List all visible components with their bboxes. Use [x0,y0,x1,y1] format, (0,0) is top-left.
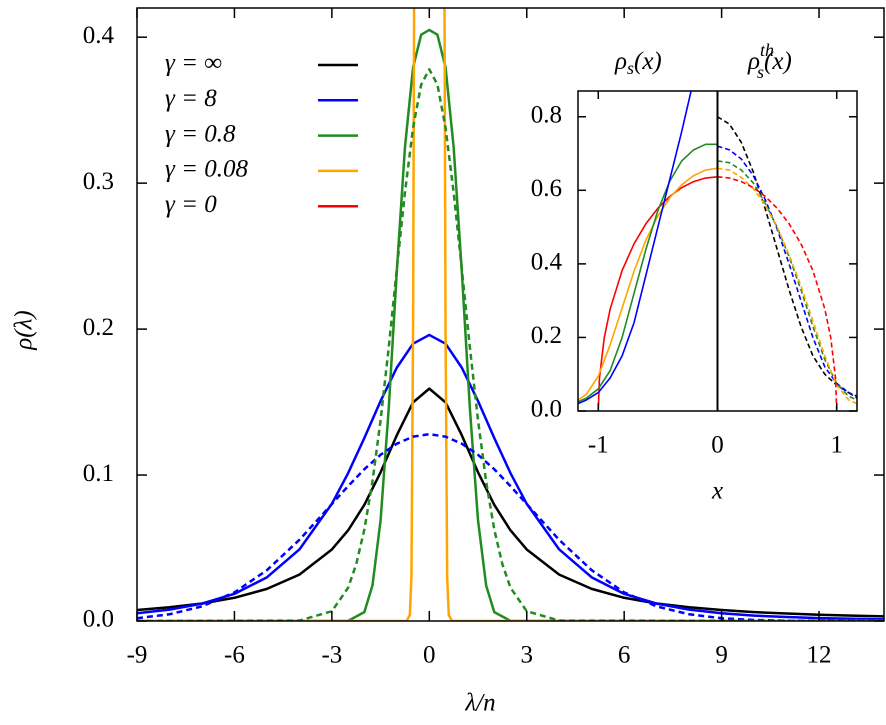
series-line [137,68,884,621]
panel-title-part: (x) [764,48,792,75]
y-tick-label: 0.4 [83,22,115,49]
y-tick-label: 0.2 [83,314,114,341]
series-line [137,387,884,618]
series-line [578,143,718,403]
y-tick-label: 0.0 [83,606,114,633]
series-line [137,333,884,621]
x-tick-label: 0 [423,642,436,669]
series-line [717,167,857,405]
panel-title-part: th [760,40,774,60]
plot-frame [577,90,858,412]
panel-title: ρth s(x) [747,40,792,82]
panel-title-part: (x) [634,48,662,75]
x-tick-label: 0 [711,432,724,459]
panel-title: ρs(x) [614,48,662,78]
x-tick-label: -9 [127,642,148,669]
legend-label: γ = 8 [165,85,217,112]
series-line [137,28,884,621]
x-axis-label: x [711,478,723,505]
x-tick-label: 9 [715,642,728,669]
y-tick-label: 0.2 [531,322,562,349]
panel-title-part: s [627,58,634,78]
x-tick-label: -3 [321,642,342,669]
x-axis-label: λ/n [464,690,495,717]
legend-label: γ = 0.8 [165,120,236,147]
y-tick-label: 0.8 [531,101,562,128]
legend-label: γ = ∞ [165,50,222,77]
y-tick-label: 0.3 [83,168,114,195]
legend-label: γ = 0 [165,191,217,218]
series-line [717,160,857,401]
y-tick-label: 0.6 [531,175,562,202]
series-line [717,176,838,411]
plot-content [137,8,884,621]
plot-content [578,91,857,411]
series-line [137,8,884,621]
series-line [597,176,718,411]
series-line [578,167,718,401]
x-tick-label: 1 [830,432,843,459]
legend-label: γ = 0.08 [165,156,248,183]
series-line [137,432,884,621]
panel-title-part: ρ [614,48,627,75]
y-tick-label: 0.1 [83,460,114,487]
panel-title-part: ρ [747,48,760,75]
x-tick-label: 6 [618,642,631,669]
series-line [717,145,857,399]
y-axis-label: ρ(λ) [11,310,38,350]
plot-frame [136,7,885,622]
x-tick-label: -1 [588,432,609,459]
x-tick-label: 3 [520,642,533,669]
y-tick-label: 0.0 [531,396,562,423]
y-tick-label: 0.4 [531,249,563,276]
series-line [578,91,692,405]
x-tick-label: -6 [224,642,245,669]
panel-title-part: s [757,62,764,82]
x-tick-label: 12 [807,642,832,669]
